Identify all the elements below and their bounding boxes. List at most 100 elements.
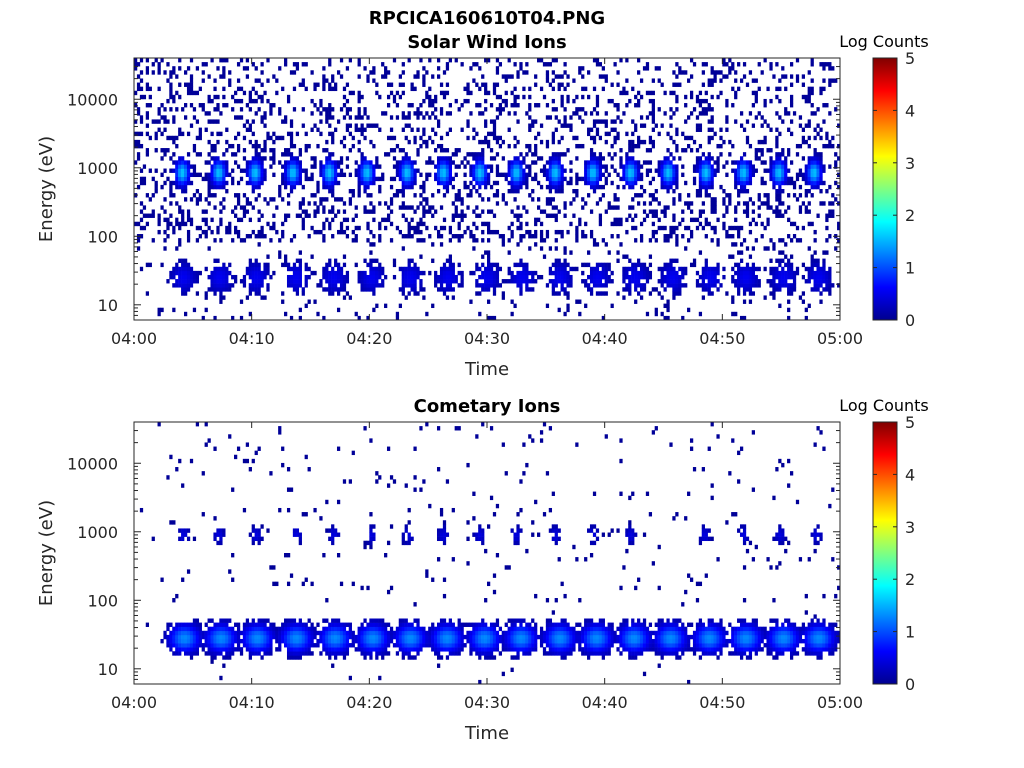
- heatmap-cell: [634, 172, 638, 178]
- heatmap-cell: [707, 643, 711, 648]
- heatmap-cell: [228, 651, 232, 656]
- heatmap-cell: [489, 119, 494, 124]
- heatmap-cell: [813, 258, 817, 263]
- heatmap-cell: [210, 659, 214, 664]
- heatmap-cell: [628, 148, 632, 153]
- heatmap-cell: [389, 135, 394, 141]
- heatmap-cell: [739, 274, 744, 280]
- heatmap-cell: [478, 139, 482, 145]
- heatmap-cell: [684, 119, 688, 124]
- heatmap-cell: [454, 647, 458, 652]
- heatmap-cell: [557, 229, 561, 235]
- heatmap-cell: [769, 266, 773, 272]
- heatmap-cell: [384, 274, 388, 280]
- heatmap-cell: [466, 123, 470, 128]
- heatmap-cell: [757, 62, 761, 67]
- heatmap-cell: [701, 651, 705, 656]
- heatmap-cell: [210, 131, 214, 137]
- heatmap-cell: [469, 193, 473, 198]
- panel-cometary: Cometary Ions 04:00 04:10 04:20 04:30 04:40 0…: [36, 396, 929, 744]
- heatmap-cell: [557, 189, 561, 194]
- heatmap-cell: [316, 205, 320, 210]
- heatmap-cell: [222, 86, 226, 92]
- heatmap-cell: [207, 193, 211, 198]
- heatmap-cell: [207, 643, 211, 648]
- heatmap-cell: [563, 274, 567, 280]
- heatmap-cell: [251, 131, 255, 137]
- heatmap-cell: [492, 131, 497, 137]
- heatmap-cell: [169, 156, 173, 161]
- heatmap-cell: [169, 86, 173, 92]
- heatmap-cell: [292, 168, 297, 173]
- heatmap-cell: [192, 270, 197, 276]
- heatmap-cell: [157, 70, 161, 75]
- heatmap-cell: [792, 111, 797, 116]
- heatmap-cell: [360, 160, 364, 165]
- heatmap-cell: [775, 283, 779, 288]
- heatmap-cell: [548, 647, 553, 652]
- heatmap-cell: [445, 258, 450, 263]
- heatmap-cell: [484, 643, 488, 648]
- heatmap-cell: [604, 168, 608, 173]
- heatmap-cell: [581, 229, 585, 235]
- heatmap-cell: [207, 139, 211, 145]
- heatmap-cell: [557, 274, 561, 280]
- heatmap-cell: [460, 270, 464, 276]
- heatmap-cell: [672, 647, 676, 652]
- heatmap-cell: [495, 164, 500, 169]
- heatmap-cell: [769, 62, 773, 67]
- heatmap-cell: [487, 139, 491, 145]
- heatmap-cell: [439, 148, 444, 153]
- heatmap-cell: [751, 262, 755, 268]
- heatmap-cell: [681, 274, 685, 280]
- heatmap-cell: [557, 139, 561, 145]
- heatmap-cell: [366, 164, 370, 169]
- heatmap-cell: [181, 258, 185, 263]
- heatmap-cell: [810, 168, 814, 173]
- heatmap-cell: [257, 234, 261, 239]
- heatmap-cell: [498, 62, 503, 67]
- heatmap-cell: [445, 164, 450, 169]
- heatmap-cell: [222, 176, 226, 182]
- heatmap-cell: [807, 94, 811, 100]
- heatmap-cell: [219, 238, 223, 243]
- heatmap-cell: [304, 266, 308, 272]
- heatmap-cell: [286, 131, 291, 137]
- heatmap-cell: [257, 291, 261, 296]
- heatmap-cell: [216, 131, 220, 137]
- heatmap-cell: [384, 651, 388, 656]
- heatmap-cell: [239, 315, 244, 321]
- heatmap-cell: [357, 172, 361, 178]
- heatmap-cell: [710, 283, 714, 288]
- heatmap-cell: [595, 647, 600, 652]
- heatmap-cell: [178, 242, 182, 247]
- heatmap-cell: [322, 168, 326, 173]
- heatmap-cell: [731, 160, 735, 165]
- heatmap-cell: [322, 234, 326, 239]
- heatmap-cell: [578, 143, 582, 149]
- heatmap-cell: [681, 217, 685, 223]
- heatmap-cell: [439, 647, 444, 652]
- heatmap-cell: [236, 131, 241, 137]
- heatmap-cell: [213, 315, 217, 321]
- heatmap-cell: [684, 270, 688, 276]
- heatmap-cell: [260, 213, 264, 218]
- heatmap-cell: [519, 238, 523, 243]
- heatmap-cell: [328, 152, 332, 157]
- heatmap-cell: [534, 103, 538, 108]
- heatmap-cell: [157, 213, 161, 218]
- heatmap-cell: [669, 172, 673, 178]
- heatmap-cell: [339, 58, 344, 63]
- heatmap-cell: [516, 172, 520, 178]
- heatmap-cell: [166, 62, 170, 67]
- heatmap-cell: [289, 647, 294, 652]
- heatmap-cell: [145, 58, 150, 63]
- heatmap-cell: [160, 307, 164, 313]
- heatmap-cell: [507, 250, 511, 255]
- heatmap-cell: [242, 205, 247, 210]
- heatmap-cell: [560, 189, 564, 194]
- heatmap-cell: [407, 103, 411, 108]
- heatmap-cell: [331, 205, 335, 210]
- heatmap-cell: [213, 291, 217, 296]
- heatmap-cell: [219, 184, 223, 190]
